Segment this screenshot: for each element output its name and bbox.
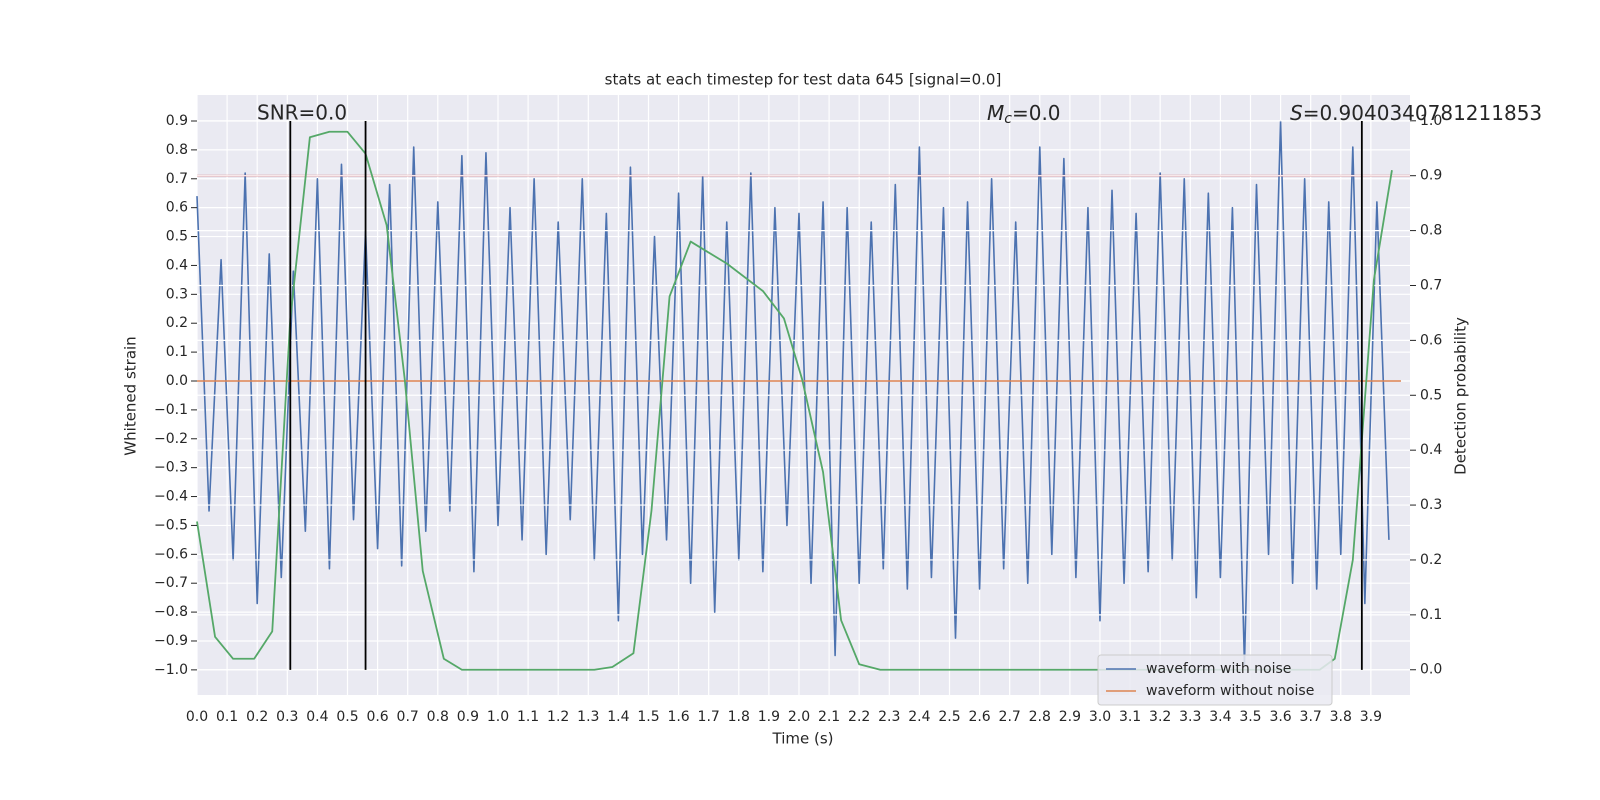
annotation: SNR=0.0	[257, 101, 347, 125]
x-tick-label: 3.6	[1269, 709, 1291, 725]
x-tick-label: 3.1	[1119, 709, 1141, 725]
annotation-part: M	[987, 101, 1004, 125]
legend-box	[1097, 654, 1333, 706]
y-tick-label: 0.2	[166, 315, 188, 331]
annotation-part: =0.9040340781211853	[1303, 101, 1542, 125]
x-tick-label: 2.7	[999, 709, 1021, 725]
annotation-part: =0.0	[1012, 101, 1061, 125]
y-tick-label: 0.0	[166, 373, 188, 389]
x-tick-label: 1.2	[547, 709, 569, 725]
y-tick-label: −0.2	[154, 431, 188, 447]
annotation-part: c	[1004, 111, 1012, 127]
x-tick-label: 0.9	[457, 709, 479, 725]
x-tick-label: 3.7	[1300, 709, 1322, 725]
y2-tick-label: 0.3	[1420, 497, 1442, 513]
y2-tick-label: 0.1	[1420, 607, 1442, 623]
x-tick-label: 0.6	[366, 709, 388, 725]
y2-tick-label: 1.0	[1420, 113, 1442, 129]
legend-label: waveform without noise	[1146, 683, 1314, 699]
y-tick-label: −0.8	[154, 604, 188, 620]
x-tick-label: 0.2	[246, 709, 268, 725]
y-tick-label: 0.9	[166, 113, 188, 129]
x-tick-label: 1.7	[698, 709, 720, 725]
y2-tick-label: 0.4	[1420, 442, 1442, 458]
legend-label: waveform with noise	[1146, 661, 1291, 677]
x-tick-label: 0.0	[186, 709, 208, 725]
x-tick-label: 1.9	[758, 709, 780, 725]
legend: waveform with noise waveform without nois…	[1097, 654, 1333, 706]
probability-line	[196, 130, 1393, 671]
y-tick-label: −0.5	[154, 517, 188, 533]
x-tick-label: 0.4	[306, 709, 328, 725]
x-tick-label: 3.2	[1149, 709, 1171, 725]
y-tick-label: −0.3	[154, 460, 188, 476]
x-tick-label: 2.9	[1059, 709, 1081, 725]
y2-tick-label: 0.6	[1420, 332, 1442, 348]
x-axis-label: Time (s)	[772, 730, 834, 748]
y-tick-label: −1.0	[154, 662, 188, 678]
y-tick-label: 0.7	[166, 171, 188, 187]
x-tick-label: 2.2	[848, 709, 870, 725]
y-tick-label: 0.5	[166, 229, 188, 245]
x-tick-label: 2.0	[788, 709, 810, 725]
x-tick-label: 1.5	[637, 709, 659, 725]
y-tick-label: 0.4	[166, 257, 188, 273]
y2-axis-label: Detection probability	[1452, 317, 1470, 475]
x-tick-label: 3.8	[1330, 709, 1352, 725]
y2-tick-label: 0.5	[1420, 387, 1442, 403]
y-tick-label: −0.9	[154, 633, 188, 649]
y-tick-label: −0.1	[154, 402, 188, 418]
x-tick-label: 0.8	[427, 709, 449, 725]
x-tick-label: 3.3	[1179, 709, 1201, 725]
x-tick-label: 2.8	[1029, 709, 1051, 725]
x-tick-label: 0.3	[276, 709, 298, 725]
x-tick-label: 0.7	[397, 709, 419, 725]
overlay-layer	[196, 120, 1410, 671]
y-tick-label: −0.4	[154, 489, 188, 505]
x-tick-label: 3.5	[1239, 709, 1261, 725]
x-tick-label: 1.8	[728, 709, 750, 725]
y-tick-label: 0.8	[166, 142, 188, 158]
y2-tick-label: 0.8	[1420, 223, 1442, 239]
y-tick-label: −0.6	[154, 546, 188, 562]
x-tick-label: 3.0	[1089, 709, 1111, 725]
series-line	[196, 120, 1390, 665]
x-tick-label: 2.4	[908, 709, 930, 725]
x-tick-label: 2.3	[878, 709, 900, 725]
y2-tick-label: 0.0	[1420, 662, 1442, 678]
y2-tick-label: 0.7	[1420, 277, 1442, 293]
y-tick-label: 0.1	[166, 344, 188, 360]
x-tick-label: 1.6	[667, 709, 689, 725]
x-tick-label: 1.0	[487, 709, 509, 725]
x-tick-label: 0.1	[216, 709, 238, 725]
y-tick-label: 0.6	[166, 200, 188, 216]
chart-title: stats at each timestep for test data 645…	[605, 71, 1002, 89]
x-tick-label: 2.6	[968, 709, 990, 725]
y2-tick-label: 0.2	[1420, 552, 1442, 568]
x-tick-label: 2.5	[938, 709, 960, 725]
x-tick-label: 1.3	[577, 709, 599, 725]
annotation: Mc=0.0	[987, 101, 1061, 128]
x-tick-label: 1.1	[517, 709, 539, 725]
y-axis-label: Whitened strain	[122, 336, 140, 455]
x-tick-label: 3.4	[1209, 709, 1231, 725]
x-tick-label: 2.1	[818, 709, 840, 725]
x-tick-label: 3.9	[1360, 709, 1382, 725]
y2-tick-label: 0.9	[1420, 168, 1442, 184]
x-tick-label: 1.4	[607, 709, 629, 725]
y-tick-label: 0.3	[166, 286, 188, 302]
annotation-part: S	[1290, 101, 1303, 125]
x-tick-label: 0.5	[336, 709, 358, 725]
y-tick-label: −0.7	[154, 575, 188, 591]
annotation: S=0.9040340781211853	[1290, 101, 1542, 125]
